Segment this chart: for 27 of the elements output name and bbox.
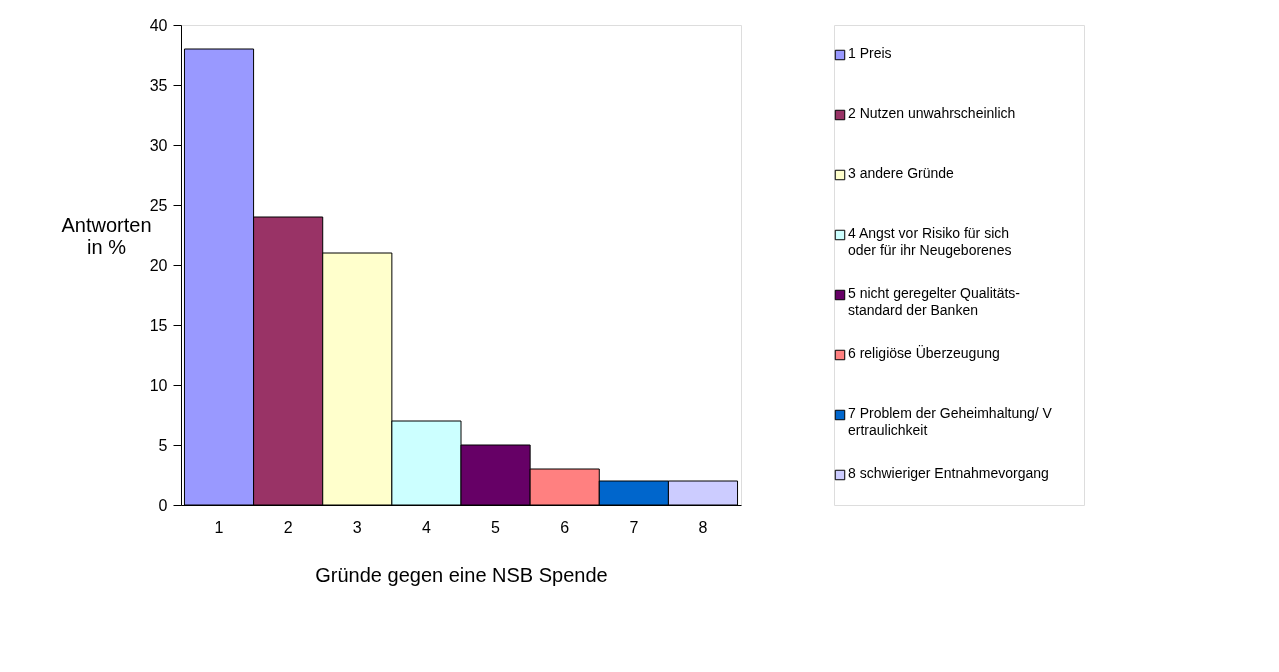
y-tick-label: 15	[149, 316, 168, 334]
legend-label: 6 religiöse Überzeugung	[848, 344, 1000, 361]
x-tick-label: 8	[698, 518, 708, 536]
x-tick-label: 7	[629, 518, 639, 536]
x-tick-label: 2	[283, 518, 293, 536]
y-tick-label: 5	[158, 436, 168, 454]
legend-label: 5 nicht geregelter Qualitäts- standard der Banken	[848, 285, 1021, 318]
x-tick-label: 1	[214, 518, 224, 536]
y-tick-label: 40	[149, 16, 168, 34]
y-tick-label: 25	[149, 196, 168, 214]
y-tick-label: 20	[149, 256, 168, 274]
legend-label: 2 Nutzen unwahrscheinlich	[848, 105, 1016, 121]
x-tick-label: 3	[352, 518, 362, 536]
legend-label: 1 Preis	[848, 45, 892, 61]
x-tick-label: 5	[491, 518, 501, 536]
y-tick-label: 35	[149, 76, 168, 94]
x-axis-title: Gründe gegen eine NSB Spende	[315, 563, 608, 586]
y-axis-title: Antworten in %	[61, 213, 152, 258]
x-tick-label: 4	[421, 518, 431, 536]
y-tick-label: 0	[158, 496, 168, 514]
legend-label: 4 Angst vor Risiko für sich oder für ihr Neugeborenes	[848, 225, 1012, 258]
y-tick-label: 30	[149, 136, 168, 154]
legend-label: 8 schwieriger Entnahmevorgang	[848, 465, 1049, 481]
legend-label: 3 andere Gründe	[848, 165, 955, 181]
x-tick-label: 6	[560, 518, 570, 536]
y-tick-label: 10	[149, 376, 168, 394]
legend-label: 7 Problem der Geheimhaltung/ V ertraulichkeit	[848, 405, 1053, 438]
